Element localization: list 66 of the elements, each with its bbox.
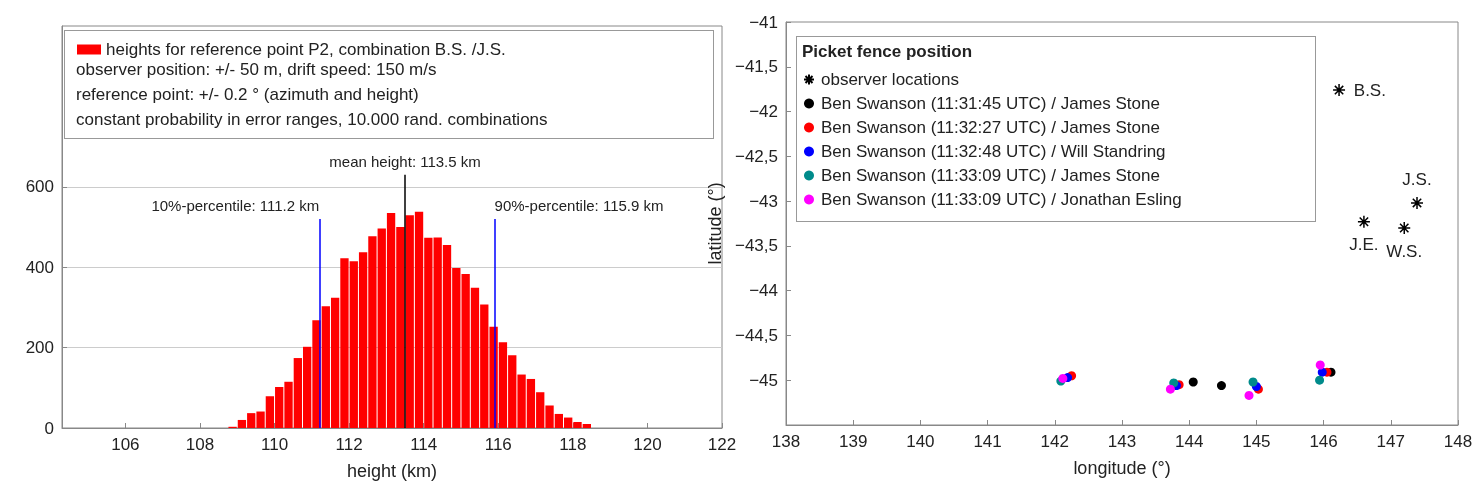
y-tick-label: 600 bbox=[25, 177, 54, 197]
point bbox=[1244, 390, 1254, 400]
ref-line-label: 90%-percentile: 115.9 km bbox=[494, 196, 664, 214]
x-tick-label: 139 bbox=[839, 432, 868, 451]
ref-line-label: 10%-percentile: 111.2 km bbox=[151, 196, 320, 214]
data-label: W.S. bbox=[1386, 241, 1423, 261]
point bbox=[1165, 384, 1175, 394]
point bbox=[1410, 196, 1424, 210]
annotation: constant probability in error ranges, 10.000 rand. combinations bbox=[76, 110, 548, 130]
x-tick-label: 144 bbox=[1175, 432, 1204, 451]
legend-label: Ben Swanson (11:32:48 UTC) / Will Standring bbox=[821, 142, 1166, 161]
legend-label: Ben Swanson (11:33:09 UTC) / James Stone bbox=[821, 166, 1160, 185]
ref-line-label: mean height: 113.5 km bbox=[329, 152, 481, 170]
y-tick-label: −45 bbox=[749, 370, 778, 390]
x-tick-label: 147 bbox=[1376, 432, 1405, 451]
y-tick-label: 0 bbox=[44, 418, 54, 438]
x-tick-label: 145 bbox=[1242, 432, 1271, 451]
x-tick-label: 116 bbox=[484, 435, 512, 454]
point bbox=[1216, 381, 1226, 391]
legend-label: Ben Swanson (11:31:45 UTC) / James Stone bbox=[821, 94, 1160, 113]
x-tick-label: 112 bbox=[335, 435, 363, 454]
y-tick-label: −42 bbox=[749, 102, 778, 122]
point bbox=[1248, 377, 1258, 387]
x-tick-label: 108 bbox=[185, 435, 215, 454]
point bbox=[1317, 367, 1327, 377]
x-axis-title: longitude (°) bbox=[1073, 458, 1171, 478]
annotation: reference point: +/- 0.2 ° (azimuth and height) bbox=[76, 85, 419, 105]
point bbox=[1357, 214, 1371, 229]
point bbox=[1315, 375, 1325, 385]
y-tick-label: −44 bbox=[749, 281, 778, 301]
x-tick-label: 146 bbox=[1309, 432, 1338, 451]
x-tick-label: 122 bbox=[707, 435, 737, 454]
y-tick-label: 400 bbox=[25, 257, 54, 277]
data-label: J.E. bbox=[1349, 235, 1379, 255]
point bbox=[1315, 360, 1325, 370]
x-tick-label: 140 bbox=[906, 432, 935, 451]
point bbox=[1397, 221, 1411, 235]
point bbox=[1188, 377, 1198, 387]
y-axis-title: latitude (°) bbox=[705, 182, 725, 265]
y-tick-label: −41 bbox=[749, 12, 778, 32]
y-tick-label: −41,5 bbox=[734, 57, 778, 77]
x-tick-label: 110 bbox=[260, 435, 289, 454]
x-tick-label: 120 bbox=[633, 435, 662, 454]
y-tick-label: −43,5 bbox=[734, 236, 778, 256]
y-tick-label: −44,5 bbox=[734, 325, 778, 345]
data-label: B.S. bbox=[1353, 80, 1386, 100]
point bbox=[1332, 83, 1346, 97]
legend-title: Picket fence position bbox=[802, 42, 973, 62]
x-axis-title: height (km) bbox=[346, 461, 438, 481]
y-tick-label: 200 bbox=[25, 338, 54, 358]
annotation: observer position: +/- 50 m, drift speed: 150 m/s bbox=[76, 60, 437, 80]
x-tick-label: 141 bbox=[973, 432, 1002, 451]
x-tick-label: 106 bbox=[111, 435, 140, 454]
data-label: J.S. bbox=[1402, 170, 1432, 190]
y-tick-label: −43 bbox=[749, 191, 778, 211]
y-tick-label: −42,5 bbox=[734, 146, 778, 166]
legend-label: Ben Swanson (11:32:27 UTC) / James Stone bbox=[821, 118, 1160, 137]
x-tick-label: 148 bbox=[1443, 432, 1473, 451]
x-tick-label: 118 bbox=[559, 435, 587, 454]
x-tick-label: 142 bbox=[1040, 432, 1069, 451]
x-tick-label: 138 bbox=[771, 432, 801, 451]
legend-label: Ben Swanson (11:33:09 UTC) / Jonathan Esling bbox=[821, 190, 1182, 209]
x-tick-label: 114 bbox=[410, 435, 438, 454]
legend-label: heights for reference point P2, combination B.S. /J.S. bbox=[106, 40, 506, 59]
legend-label: observer locations bbox=[821, 70, 959, 89]
x-tick-label: 143 bbox=[1107, 432, 1137, 451]
